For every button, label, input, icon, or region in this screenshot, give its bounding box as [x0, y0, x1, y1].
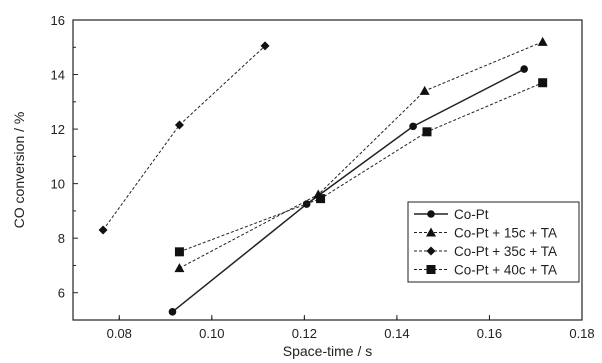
y-tick-label: 16: [51, 13, 65, 28]
legend-marker: [426, 265, 436, 274]
legend: Co-Pt Co-Pt + 15c + TA Co-Pt + 35c + TA Co-…: [407, 201, 580, 283]
data-point: [419, 85, 430, 95]
x-tick-label: 0.18: [569, 326, 594, 341]
data-point: [538, 78, 548, 88]
x-tick-label: 0.08: [107, 326, 132, 341]
legend-label: Co-Pt: [454, 207, 489, 222]
legend-label: Co-Pt + 35c + TA: [454, 244, 557, 259]
legend-marker: [426, 227, 436, 237]
x-axis-title: Space-time / s: [283, 343, 372, 359]
x-tick-label: 0.16: [477, 326, 502, 341]
y-axis-title: CO conversion / %: [11, 112, 27, 229]
legend-box: [407, 201, 580, 283]
legend-marker: [427, 210, 435, 218]
x-tick-label: 0.12: [292, 326, 317, 341]
data-point: [520, 65, 528, 73]
y-tick-label: 10: [51, 177, 65, 192]
series-2: [98, 41, 270, 235]
y-tick-label: 8: [58, 231, 65, 246]
legend-entry: Co-Pt + 35c + TA: [414, 244, 557, 259]
data-point: [174, 263, 185, 273]
legend-label: Co-Pt + 40c + TA: [454, 263, 557, 278]
y-tick-label: 6: [58, 286, 65, 301]
legend-label: Co-Pt + 15c + TA: [454, 226, 557, 241]
y-tick-label: 12: [51, 122, 65, 137]
series-layer: [98, 36, 548, 316]
data-point: [174, 247, 184, 257]
data-point: [98, 225, 108, 235]
plot-frame: [72, 19, 583, 321]
series-line: [179, 41, 543, 269]
series-line: [179, 82, 543, 253]
data-point: [422, 127, 432, 137]
data-point: [168, 308, 177, 316]
legend-entry: Co-Pt + 40c + TA: [414, 263, 557, 278]
series-line: [172, 68, 525, 313]
x-tick-label: 0.14: [384, 326, 409, 341]
data-point: [409, 122, 417, 131]
axes: 0.08 0.10 0.12 0.14 0.16 0.18 6 8 10 12 14 16: [51, 13, 595, 341]
data-point: [260, 41, 270, 51]
data-point: [537, 36, 548, 46]
data-point: [174, 120, 184, 130]
data-point: [316, 194, 326, 204]
series-3: [174, 78, 548, 257]
legend-entry: Co-Pt: [414, 207, 489, 222]
legend-entry: Co-Pt + 15c + TA: [414, 226, 557, 241]
y-tick-label: 14: [51, 68, 65, 83]
series-line: [102, 45, 266, 231]
legend-marker: [426, 246, 436, 256]
x-tick-label: 0.10: [199, 326, 224, 341]
